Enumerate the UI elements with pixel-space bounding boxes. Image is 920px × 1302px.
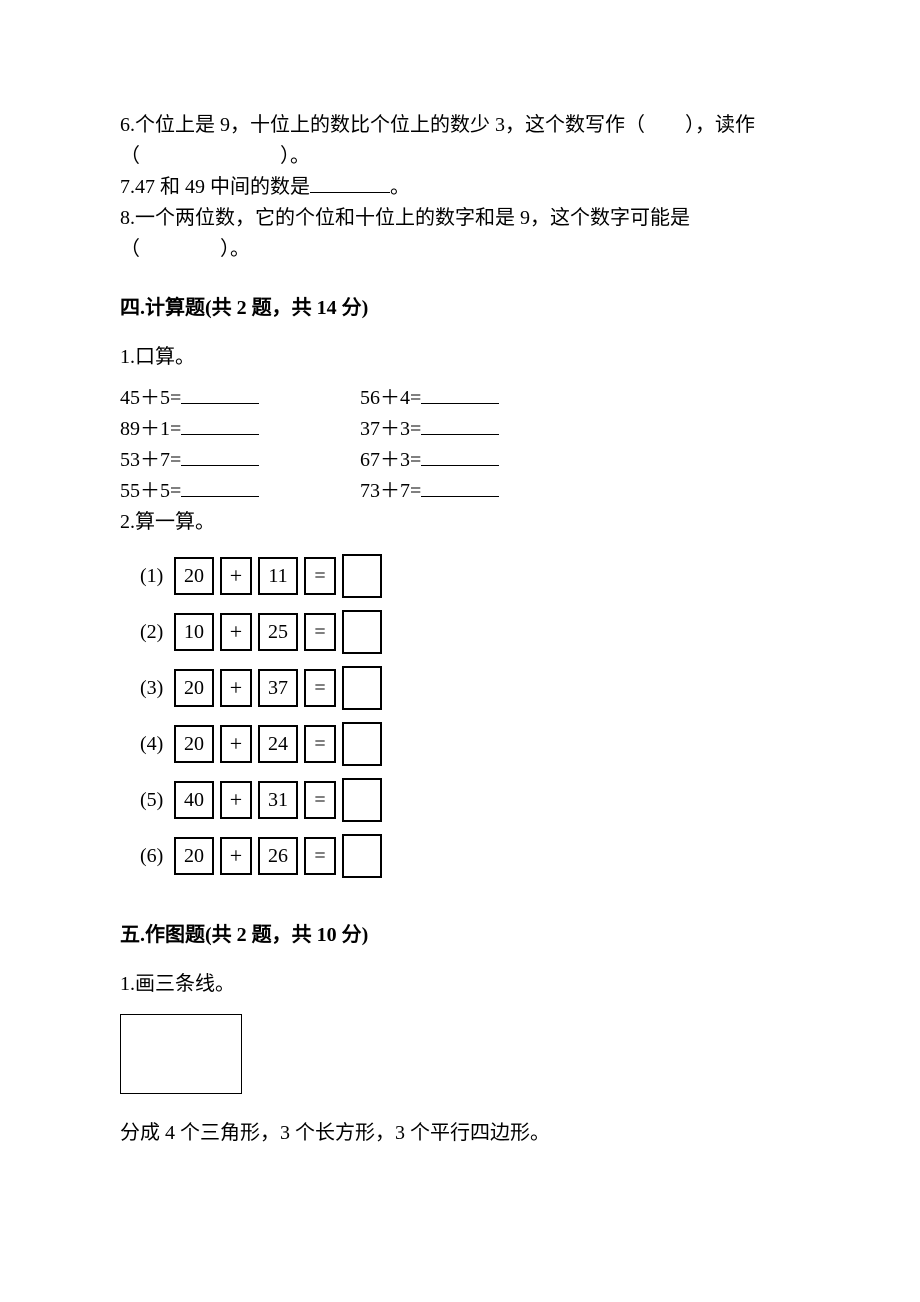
eq-b-4: 24 <box>258 725 298 763</box>
eq-a-6: 20 <box>174 837 214 875</box>
question-7-prefix: 7.47 和 49 中间的数是 <box>120 176 310 198</box>
eq-idx-1: (1) <box>140 561 174 592</box>
equation-row-4: (4) 20 + 24 = <box>140 722 800 766</box>
blank-line <box>421 414 499 435</box>
eq-eq-6: = <box>304 837 336 875</box>
blank-line <box>310 172 390 193</box>
eq-a-4: 20 <box>174 725 214 763</box>
question-8-line2: （ ）。 <box>120 234 800 265</box>
eq-ans-5 <box>342 778 382 822</box>
question-7-suffix: 。 <box>390 176 410 198</box>
blank-line <box>421 445 499 466</box>
eq-eq-2: = <box>304 613 336 651</box>
eq-b-5: 31 <box>258 781 298 819</box>
equation-table: (1) 20 + 11 = (2) 10 + 25 = (3) 20 + 37 … <box>140 554 800 878</box>
question-8-line1: 8.一个两位数，它的个位和十位上的数字和是 9，这个数字可能是 <box>120 203 800 234</box>
eq-idx-4: (4) <box>140 729 174 760</box>
oral-left-1-text: 45＋5= <box>120 387 181 409</box>
eq-eq-4: = <box>304 725 336 763</box>
section-4-q2: 2.算一算。 <box>120 507 800 538</box>
oral-right-2: 37＋3= <box>360 414 600 445</box>
eq-b-3: 37 <box>258 669 298 707</box>
blank-line <box>421 383 499 404</box>
empty-rectangle <box>120 1014 242 1094</box>
equation-row-5: (5) 40 + 31 = <box>140 778 800 822</box>
oral-right-1-text: 56＋4= <box>360 387 421 409</box>
eq-idx-3: (3) <box>140 673 174 704</box>
oral-right-2-text: 37＋3= <box>360 418 421 440</box>
eq-b-2: 25 <box>258 613 298 651</box>
blank-line <box>181 476 259 497</box>
blank-line <box>181 383 259 404</box>
oral-left-2: 89＋1= <box>120 414 360 445</box>
eq-idx-2: (2) <box>140 617 174 648</box>
equation-row-1: (1) 20 + 11 = <box>140 554 800 598</box>
section-5-title: 五.作图题(共 2 题，共 10 分) <box>120 920 800 951</box>
equation-row-3: (3) 20 + 37 = <box>140 666 800 710</box>
eq-eq-1: = <box>304 557 336 595</box>
eq-a-2: 10 <box>174 613 214 651</box>
oral-left-4: 55＋5= <box>120 476 360 507</box>
equation-row-2: (2) 10 + 25 = <box>140 610 800 654</box>
eq-ans-3 <box>342 666 382 710</box>
section-5-desc: 分成 4 个三角形，3 个长方形，3 个平行四边形。 <box>120 1118 800 1149</box>
oral-left-4-text: 55＋5= <box>120 480 181 502</box>
oral-right-4-text: 73＋7= <box>360 480 421 502</box>
question-7: 7.47 和 49 中间的数是 。 <box>120 172 800 203</box>
question-6-line1: 6.个位上是 9，十位上的数比个位上的数少 3，这个数写作（ ），读作 <box>120 110 800 141</box>
eq-ans-2 <box>342 610 382 654</box>
eq-eq-5: = <box>304 781 336 819</box>
eq-eq-3: = <box>304 669 336 707</box>
eq-op-3: + <box>220 669 252 707</box>
eq-b-1: 11 <box>258 557 298 595</box>
eq-a-5: 40 <box>174 781 214 819</box>
blank-line <box>421 476 499 497</box>
oral-right-3: 67＋3= <box>360 445 600 476</box>
eq-a-1: 20 <box>174 557 214 595</box>
eq-ans-6 <box>342 834 382 878</box>
eq-op-1: + <box>220 557 252 595</box>
eq-a-3: 20 <box>174 669 214 707</box>
eq-b-6: 26 <box>258 837 298 875</box>
eq-op-6: + <box>220 837 252 875</box>
blank-line <box>181 445 259 466</box>
oral-left-3: 53＋7= <box>120 445 360 476</box>
oral-left-1: 45＋5= <box>120 383 360 414</box>
equation-row-6: (6) 20 + 26 = <box>140 834 800 878</box>
section-5-q1: 1.画三条线。 <box>120 969 800 1000</box>
blank-line <box>181 414 259 435</box>
oral-calc-grid: 45＋5= 56＋4= 89＋1= 37＋3= 53＋7= 67＋3= 55＋5… <box>120 383 800 507</box>
eq-op-5: + <box>220 781 252 819</box>
oral-right-4: 73＋7= <box>360 476 600 507</box>
eq-op-2: + <box>220 613 252 651</box>
section-4-q1: 1.口算。 <box>120 342 800 373</box>
question-6-line2: （ ）。 <box>120 141 800 172</box>
section-4-title: 四.计算题(共 2 题，共 14 分) <box>120 293 800 324</box>
eq-ans-4 <box>342 722 382 766</box>
eq-ans-1 <box>342 554 382 598</box>
oral-left-3-text: 53＋7= <box>120 449 181 471</box>
eq-op-4: + <box>220 725 252 763</box>
oral-left-2-text: 89＋1= <box>120 418 181 440</box>
oral-right-3-text: 67＋3= <box>360 449 421 471</box>
eq-idx-6: (6) <box>140 841 174 872</box>
eq-idx-5: (5) <box>140 785 174 816</box>
oral-right-1: 56＋4= <box>360 383 600 414</box>
